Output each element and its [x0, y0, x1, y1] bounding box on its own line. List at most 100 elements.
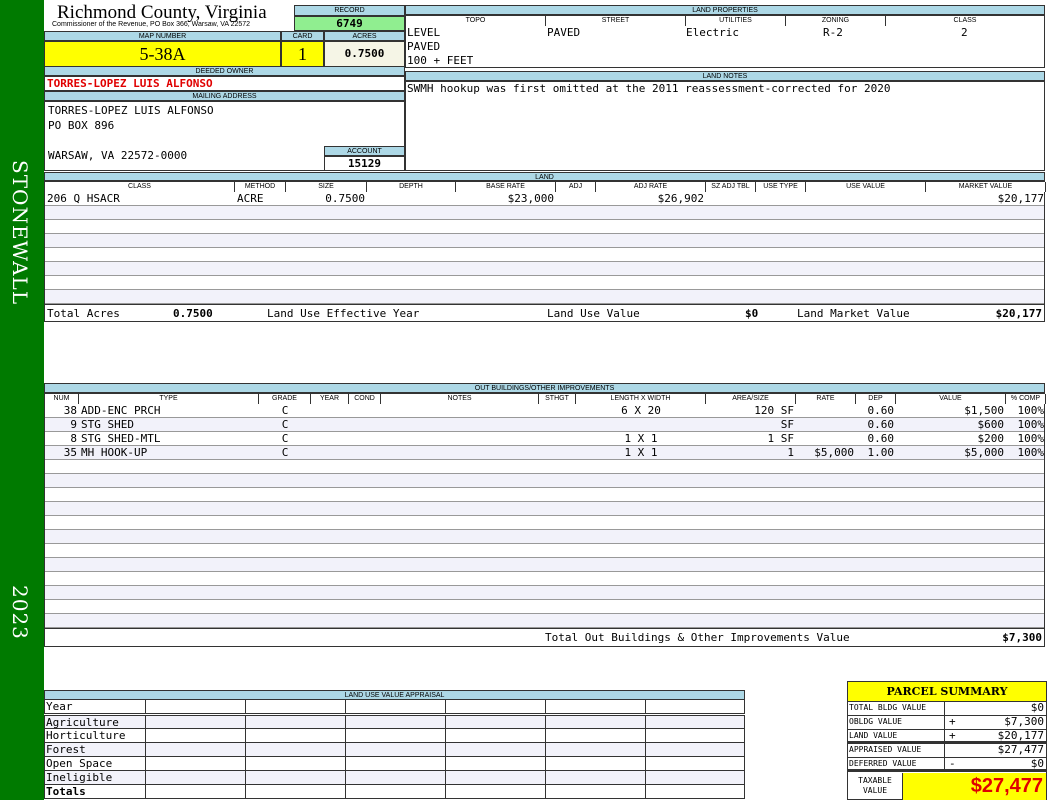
table-row: 206 Q HSACR ACRE 0.7500 $23,000 $26,902 $20,1…: [45, 192, 1044, 206]
summary-value: $0: [1030, 758, 1044, 770]
land-use-cell: [545, 757, 645, 770]
table-cell: ADD-ENC PRCH: [81, 404, 161, 417]
street-value: PAVED: [547, 26, 581, 39]
summary-row: DEFERRED VALUE - $0: [848, 758, 1046, 772]
mailing-address-label: MAILING ADDRESS: [44, 91, 405, 101]
land-use-cell: [145, 729, 245, 742]
table-row: [45, 544, 1044, 558]
table-row: [45, 502, 1044, 516]
land-use-cell: [445, 785, 545, 798]
outbuildings-title: OUT BUILDINGS/OTHER IMPROVEMENTS: [44, 383, 1045, 393]
parcel-summary: PARCEL SUMMARY TOTAL BLDG VALUE $0 OBLDG V…: [847, 681, 1047, 800]
land-use-value-label: Land Use Value: [547, 307, 640, 320]
land-use-cell: [645, 700, 745, 713]
district-sidebar: STONEWALL 2023: [0, 0, 44, 800]
topo-2: PAVED: [407, 40, 441, 53]
column-header: GRADE: [259, 394, 311, 404]
table-row: [45, 558, 1044, 572]
table-cell: 0.60: [867, 432, 895, 445]
summary-sign: -: [949, 758, 956, 770]
land-use-cell: [645, 729, 745, 742]
summary-label: APPRAISED VALUE: [849, 744, 945, 757]
land-use-cell: [545, 785, 645, 798]
table-cell: 100%: [1017, 418, 1045, 431]
land-use-value: $0: [745, 307, 759, 320]
land-market-value: $20,177: [995, 307, 1042, 320]
taxable-value-label: TAXABLE VALUE: [848, 773, 903, 800]
land-use-label: Year: [46, 700, 73, 713]
outbuildings-total: Total Out Buildings & Other Improvements…: [45, 628, 1044, 646]
table-row: 35 MH HOOK-UP C 1 X 1 1 $5,000 1.00 $5,000 100%: [45, 446, 1044, 460]
table-row: [45, 488, 1044, 502]
table-cell: 0.60: [867, 404, 895, 417]
land-use-label: Totals: [46, 785, 86, 798]
table-row: [45, 276, 1044, 290]
land-use-cell: [145, 757, 245, 770]
table-row: [45, 586, 1044, 600]
land-use-row: Ineligible: [44, 771, 745, 785]
table-row: [45, 460, 1044, 474]
class-value: 2: [961, 26, 968, 39]
utilities-value: Electric: [686, 26, 739, 39]
summary-row: OBLDG VALUE + $7,300: [848, 716, 1046, 730]
table-cell: 6 X 20: [621, 404, 661, 417]
table-cell: 1 SF: [767, 432, 795, 445]
land-use-title: LAND USE VALUE APPRAISAL: [44, 690, 745, 700]
land-notes: SWMH hookup was first omitted at the 201…: [405, 81, 1045, 171]
land-use-cell: [245, 716, 345, 729]
table-cell: $200: [977, 432, 1005, 445]
table-cell: 0.7500: [325, 192, 365, 205]
summary-row: TOTAL BLDG VALUE $0: [848, 702, 1046, 716]
outbuildings-total-label: Total Out Buildings & Other Improvements…: [545, 631, 850, 644]
table-cell: 1 X 1: [624, 446, 658, 459]
table-cell: $23,000: [507, 192, 554, 205]
summary-row: LAND VALUE + $20,177: [848, 730, 1046, 744]
table-row: [45, 474, 1044, 488]
card-label: CARD: [281, 31, 324, 41]
column-header: STHGT: [539, 394, 576, 404]
col-street: STREET: [546, 16, 686, 26]
land-use-cell: [145, 785, 245, 798]
acres-value: 0.7500: [324, 41, 405, 67]
table-cell: 100%: [1017, 404, 1045, 417]
column-header: DEP: [856, 394, 896, 404]
land-use-table: Year Agriculture Horticulture Forest Open Sp…: [44, 700, 745, 800]
summary-value: $7,300: [1004, 716, 1044, 728]
column-header: YEAR: [311, 394, 349, 404]
record-label: RECORD: [294, 5, 405, 16]
address-line-3: WARSAW, VA 22572-0000: [48, 149, 188, 162]
land-use-cell: [345, 743, 445, 756]
land-properties-title: LAND PROPERTIES: [405, 5, 1045, 15]
land-use-row: Open Space: [44, 757, 745, 771]
table-cell: 1 X 1: [624, 432, 658, 445]
table-cell: 206 Q HSACR: [47, 192, 120, 205]
land-use-cell: [445, 716, 545, 729]
table-cell: 38: [63, 404, 77, 417]
summary-sign: +: [949, 716, 956, 728]
card-number: 1: [281, 41, 324, 67]
land-use-cell: [145, 716, 245, 729]
column-header: MARKET VALUE: [926, 182, 1046, 192]
summary-label: TOTAL BLDG VALUE: [849, 702, 945, 715]
table-row: [45, 220, 1044, 234]
land-use-cell: [245, 771, 345, 784]
land-use-cell: [645, 785, 745, 798]
land-use-cell: [445, 700, 545, 713]
column-header: COND: [349, 394, 381, 404]
land-use-cell: [645, 743, 745, 756]
land-use-cell: [645, 771, 745, 784]
column-header: BASE RATE: [456, 182, 556, 192]
county-title: Richmond County, Virginia: [57, 2, 267, 23]
land-use-cell: [145, 700, 245, 713]
land-table: CLASS METHOD SIZE DEPTH BASE RATE ADJ ADJ RATE…: [44, 181, 1046, 322]
table-cell: $5,000: [964, 446, 1004, 459]
land-use-cell: [245, 743, 345, 756]
land-use-label: Open Space: [46, 757, 113, 770]
summary-label: DEFERRED VALUE: [849, 758, 945, 769]
tax-year: 2023: [8, 585, 32, 640]
column-header: SIZE: [286, 182, 367, 192]
table-cell: C: [281, 446, 289, 459]
table-row: [45, 234, 1044, 248]
table-cell: 100%: [1017, 432, 1045, 445]
table-row: [45, 572, 1044, 586]
